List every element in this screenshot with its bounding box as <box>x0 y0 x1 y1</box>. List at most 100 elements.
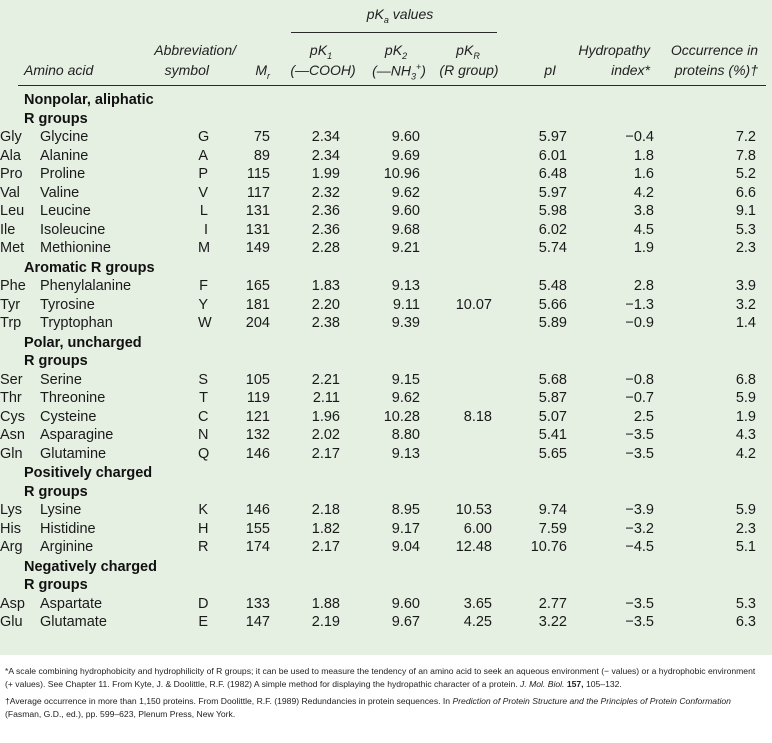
cell-hyd: −0.4 <box>625 129 654 145</box>
group-heading: Negatively charged <box>24 558 157 575</box>
cell-pk1: 1.88 <box>311 595 340 612</box>
table-row: Cysteine Cys C 121 1.96 10.28 8.18 5.07 2.5 1.9 <box>0 409 772 427</box>
cell-pk2: 10.96 <box>383 166 420 182</box>
cell-hyd: 2.5 <box>633 408 654 425</box>
cell-sym: Y <box>198 296 208 313</box>
cell-pi: 6.48 <box>538 166 567 182</box>
cell-abbr: Tyr <box>0 296 21 313</box>
cell-abbr: Glu <box>0 614 23 630</box>
cell-pi: 2.77 <box>538 595 567 612</box>
cell-hyd: 4.5 <box>633 221 654 238</box>
cell-pk1: 2.28 <box>311 240 340 256</box>
cell-sym: I <box>203 221 208 238</box>
pk2-sub-header: (—NH3+) <box>372 62 426 82</box>
cell-mr: 147 <box>245 614 270 630</box>
footnote-occurrence: †Average occurrence in more than 1,150 p… <box>5 695 765 720</box>
cell-abbr: Ile <box>0 221 16 238</box>
symbol-header: symbol <box>164 62 209 78</box>
pkr-header: pKR <box>456 42 480 61</box>
cell-name: Alanine <box>40 147 89 164</box>
cell-pk2: 9.69 <box>391 147 420 164</box>
cell-sym: F <box>199 278 208 294</box>
cell-name: Arginine <box>40 539 94 555</box>
cell-pk1: 2.20 <box>311 296 340 313</box>
cell-pk1: 2.36 <box>311 203 340 219</box>
cell-mr: 131 <box>245 203 270 219</box>
pk1-sub-header: (—COOH) <box>290 62 356 78</box>
group-heading: R groups <box>24 353 88 369</box>
cell-abbr: Leu <box>0 203 25 219</box>
cell-sym: H <box>198 520 209 537</box>
cell-hyd: −1.3 <box>625 296 654 313</box>
occurrence-header: Occurrence in <box>670 42 758 58</box>
cell-name: Isoleucine <box>40 221 106 238</box>
cell-pk2: 9.11 <box>392 296 420 313</box>
cell-pi: 5.68 <box>538 371 567 388</box>
cell-pi: 5.41 <box>538 427 567 443</box>
table-row: Glutamine Gln Q 146 2.17 9.13 5.65 −3.5 4.2 <box>0 446 772 464</box>
footnote-occurrence-text: †Average occurrence in more than 1,150 p… <box>5 696 451 706</box>
cell-pkr: 4.25 <box>463 614 492 630</box>
cell-abbr: Ala <box>0 147 21 164</box>
cell-pk1: 1.82 <box>311 520 340 537</box>
table-row: Tryptophan Trp W 204 2.38 9.39 5.89 −0.9 1.4 <box>0 315 772 333</box>
cell-abbr: Val <box>0 184 20 201</box>
cell-pk1: 2.02 <box>311 427 340 443</box>
cell-hyd: −0.7 <box>625 390 654 406</box>
cell-occ: 2.3 <box>735 520 756 537</box>
cell-sym: A <box>198 147 208 164</box>
table-row: Glutamate Glu E 147 2.19 9.67 4.25 3.22 −3.5 6.3 <box>0 614 772 632</box>
group-heading: Nonpolar, aliphatic <box>24 92 154 108</box>
cell-pk2: 9.62 <box>391 184 420 201</box>
cell-pi: 5.97 <box>538 129 567 145</box>
pka-values-header: pKa values <box>366 6 434 25</box>
cell-name: Glycine <box>40 129 89 145</box>
cell-sym: S <box>198 371 208 388</box>
cell-abbr: Met <box>0 240 25 256</box>
cell-pk1: 2.11 <box>312 390 340 406</box>
cell-pi: 5.89 <box>538 315 567 331</box>
cell-pkr: 10.07 <box>455 296 492 313</box>
cell-mr: 132 <box>245 427 270 443</box>
cell-pk2: 10.28 <box>383 408 420 425</box>
mr-header: Mr <box>255 62 270 81</box>
cell-name: Methionine <box>40 240 111 256</box>
cell-pk1: 2.17 <box>311 539 340 555</box>
cell-pk2: 9.68 <box>391 221 420 238</box>
group-heading: Positively charged <box>24 465 153 481</box>
cell-occ: 5.2 <box>735 166 756 182</box>
group-heading: Polar, uncharged <box>24 334 142 351</box>
cell-name: Leucine <box>40 203 91 219</box>
table-row: Valine Val V 117 2.32 9.62 5.97 4.2 6.6 <box>0 185 772 203</box>
pkr-sub-header: (R group) <box>439 62 499 78</box>
cell-pkr: 8.18 <box>463 408 492 425</box>
cell-hyd: −3.2 <box>625 520 654 537</box>
cell-abbr: Asn <box>0 427 25 443</box>
cell-hyd: −3.9 <box>625 502 654 518</box>
amino-acid-header: Amino acid <box>24 62 94 78</box>
cell-pi: 3.22 <box>538 614 567 630</box>
table-row: Lysine Lys K 146 2.18 8.95 10.53 9.74 −3.9 5.9 <box>0 502 772 520</box>
cell-name: Proline <box>40 166 86 182</box>
cell-sym: M <box>198 240 211 256</box>
cell-name: Glutamine <box>40 445 107 462</box>
cell-occ: 7.2 <box>735 129 756 145</box>
footnote-pages: 105–132. <box>585 678 622 689</box>
cell-pk1: 2.21 <box>311 371 340 388</box>
occurrence-sub-header: proteins (%)† <box>674 62 758 78</box>
table-row: Leucine Leu L 131 2.36 9.60 5.98 3.8 9.1 <box>0 203 772 221</box>
cell-hyd: −0.9 <box>625 315 654 331</box>
cell-pi: 5.07 <box>538 408 567 425</box>
cell-occ: 5.9 <box>735 390 756 406</box>
cell-abbr: Ser <box>0 371 23 388</box>
cell-pkr: 10.53 <box>455 502 492 518</box>
amino-acid-table: pKa values Abbreviation/ pK1 pK2 pKR Hyd… <box>0 0 772 655</box>
footnote-hydropathy: *A scale combining hydrophobicity and hy… <box>5 665 765 690</box>
pi-header: pI <box>544 62 556 78</box>
table-row: Tyrosine Tyr Y 181 2.20 9.11 10.07 5.66 −1.3 3.2 <box>0 297 772 315</box>
cell-abbr: Phe <box>0 278 26 294</box>
cell-pk1: 2.32 <box>311 184 340 201</box>
cell-sym: L <box>199 203 208 219</box>
footnotes: *A scale combining hydrophobicity and hy… <box>5 665 765 725</box>
cell-sym: P <box>198 166 208 182</box>
